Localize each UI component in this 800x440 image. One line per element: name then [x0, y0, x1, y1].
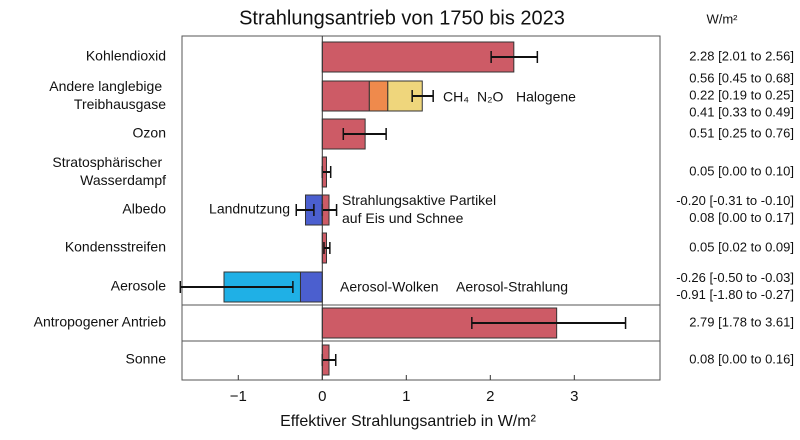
category-label: Kohlendioxid [86, 48, 166, 64]
category-label: Albedo [122, 201, 166, 217]
plot-frame [181, 35, 661, 381]
value-label: -0.26 [-0.50 to -0.03] [676, 270, 794, 285]
x-tick-label: −1 [230, 388, 247, 405]
value-label: 0.08 [0.00 to 0.16] [689, 351, 794, 366]
value-label: 2.79 [1.78 to 3.61] [689, 314, 794, 329]
x-tick-label: 2 [486, 388, 494, 405]
x-tick-label: 0 [318, 388, 326, 405]
component-name: Landnutzung [209, 201, 290, 217]
x-tick-label: 1 [402, 388, 410, 405]
bar-segment [321, 41, 515, 73]
value-label: -0.20 [-0.31 to -0.10] [676, 193, 794, 208]
category-label: Aerosole [111, 278, 166, 294]
value-label: 0.05 [0.02 to 0.09] [689, 239, 794, 254]
value-label: 0.51 [0.25 to 0.76] [689, 125, 794, 140]
chart-title: Strahlungsantrieb von 1750 bis 2023 [239, 7, 565, 29]
category-label: Stratosphärischer Wasserdampf [52, 154, 166, 188]
component-name: Strahlungsaktive Partikel auf Eis und Sc… [342, 192, 500, 226]
category-label: Kondensstreifen [65, 239, 166, 255]
value-label: 2.28 [2.01 to 2.56] [689, 48, 794, 63]
category-label: Ozon [133, 125, 166, 141]
component-name: Aerosol-Wolken [340, 279, 439, 295]
bar-segment [321, 80, 370, 112]
value-label: 0.08 [0.00 to 0.17] [689, 210, 794, 225]
unit-header: W/m² [706, 11, 738, 26]
value-label: 0.22 [0.19 to 0.25] [689, 87, 794, 102]
component-name: N₂O [477, 89, 504, 105]
value-label: 0.41 [0.33 to 0.49] [689, 104, 794, 119]
value-label: 0.05 [0.00 to 0.10] [689, 163, 794, 178]
category-label: Andere langlebige Treibhausgase [49, 78, 166, 112]
bar-segment [368, 80, 389, 112]
component-name: Aerosol-Strahlung [456, 279, 568, 295]
bar-segment [299, 271, 323, 303]
x-tick-label: 3 [570, 388, 578, 405]
value-label: 0.56 [0.45 to 0.68] [689, 70, 794, 85]
category-label: Sonne [126, 351, 167, 367]
x-axis-label: Effektiver Strahlungsantrieb in W/m² [280, 413, 536, 430]
value-label: -0.91 [-1.80 to -0.27] [676, 287, 794, 302]
category-label: Antropogener Antrieb [34, 314, 167, 330]
component-name: CH₄ [443, 89, 469, 105]
component-name: Halogene [516, 89, 576, 105]
